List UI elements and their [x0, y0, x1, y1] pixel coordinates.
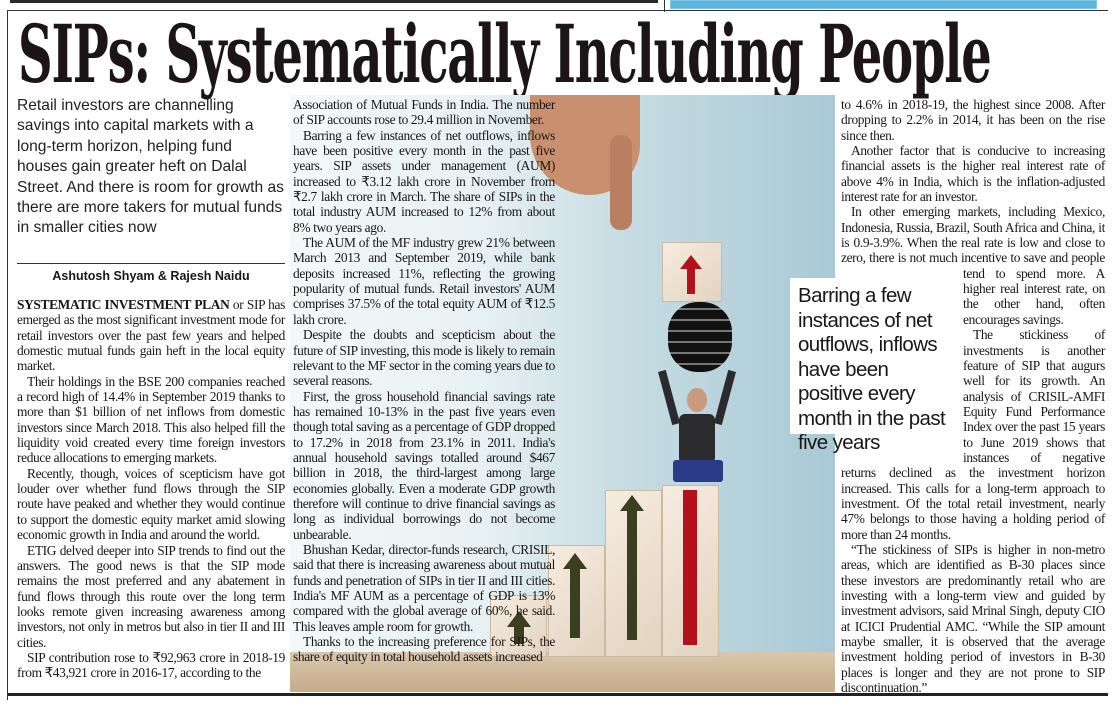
paragraph: The stickiness of investments is another…: [841, 327, 1105, 542]
illustration-photo-blocks-and-spring: [290, 95, 835, 692]
arrow-shaft: [570, 568, 580, 638]
paragraph: Barring a few instances of net outflows,…: [293, 127, 555, 235]
red-bar: [683, 490, 697, 645]
arrow-up-icon: [507, 611, 531, 627]
floor: [290, 652, 835, 692]
paragraph: Association of Mutual Funds in India. Th…: [293, 97, 555, 128]
arrow-up-icon: [680, 255, 702, 269]
paragraph: Another factor that is conducive to incr…: [841, 143, 1105, 205]
arrow-up-icon: [563, 553, 587, 569]
arrow-up-icon: [620, 495, 644, 511]
previous-article-strip: [0, 0, 1118, 12]
divider: [7, 10, 8, 700]
arrow-shaft: [514, 626, 524, 644]
paragraph: Bhushan Kedar, director-funds research, …: [293, 541, 555, 634]
paragraph: “The stickiness of SIPs is higher in non…: [841, 541, 1105, 696]
paragraph: Thanks to the increasing preference for …: [293, 634, 555, 665]
paragraph: SYSTEMATIC INVESTMENT PLAN or SIP has em…: [17, 297, 285, 374]
pull-quote: Barring a few instances of net outflows,…: [790, 278, 958, 454]
paragraph: to 4.6% in 2018-19, the highest since 20…: [841, 97, 1105, 143]
divider: [10, 0, 658, 3]
paragraph: In other emerging markets, including Mex…: [841, 204, 1105, 327]
paragraph: The AUM of the MF industry grew 21% betw…: [293, 235, 555, 327]
article-column-3: to 4.6% in 2018-19, the highest since 20…: [841, 97, 1105, 695]
paragraph: Their holdings in the BSE 200 companies …: [17, 373, 285, 466]
paragraph: Despite the doubts and scepticism about …: [293, 327, 555, 389]
arrow-shaft: [687, 268, 695, 294]
paragraph: Recently, though, voices of scepticism h…: [17, 465, 285, 543]
adjacent-image-edge: [670, 0, 1097, 9]
headline: SIPs: Systematically Including People: [18, 7, 992, 101]
deck-summary: Retail investors are channelling savings…: [17, 97, 284, 237]
person-illustration: [658, 369, 736, 485]
spring-illustration: [668, 302, 732, 372]
article-column-1: SYSTEMATIC INVESTMENT PLAN or SIP has em…: [17, 297, 285, 681]
finger-illustration: [610, 135, 632, 230]
divider: [664, 0, 665, 12]
byline: Ashutosh Shyam & Rajesh Naidu: [17, 263, 285, 286]
paragraph: ETIG delved deeper into SIP trends to fi…: [17, 542, 285, 650]
lead-caps: SYSTEMATIC INVESTMENT PLAN: [17, 297, 230, 312]
paragraph: SIP contribution rose to ₹92,963 crore i…: [17, 649, 285, 681]
divider: [8, 693, 1108, 696]
divider: [8, 10, 1108, 11]
arrow-shaft: [627, 510, 637, 640]
paragraph: First, the gross household financial sav…: [293, 388, 555, 542]
article-column-2: Association of Mutual Funds in India. Th…: [293, 97, 555, 665]
